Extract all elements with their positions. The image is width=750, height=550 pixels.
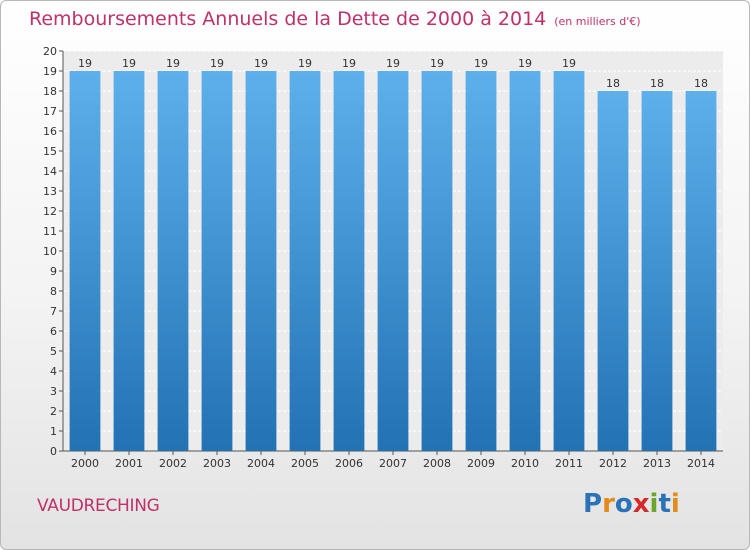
bar-2001 [113, 71, 145, 451]
y-tick-label: 13 [43, 185, 57, 198]
logo-letter: x [632, 489, 650, 519]
bar-2011 [553, 71, 585, 451]
bar-2010 [509, 71, 541, 451]
bar-value-label: 19 [474, 57, 488, 70]
chart-subtitle: (en milliers d'€) [554, 15, 641, 28]
y-tick-label: 5 [50, 345, 57, 358]
bar-2007 [377, 71, 409, 451]
y-tick-label: 19 [43, 65, 57, 78]
bar-value-label: 19 [78, 57, 92, 70]
bar-value-label: 19 [298, 57, 312, 70]
bar-2009 [465, 71, 497, 451]
x-tick-label: 2010 [511, 457, 539, 470]
y-tick-label: 10 [43, 245, 57, 258]
x-tick-label: 2006 [335, 457, 363, 470]
bar-2013 [641, 91, 673, 451]
commune-name: VAUDRECHING [37, 496, 160, 516]
x-tick-label: 2000 [71, 457, 99, 470]
x-tick-label: 2001 [115, 457, 143, 470]
bar-value-label: 19 [562, 57, 576, 70]
y-tick-label: 6 [50, 325, 57, 338]
bar-2006 [333, 71, 365, 451]
y-tick-label: 0 [50, 445, 57, 458]
y-tick-label: 7 [50, 305, 57, 318]
logo-letter: r [602, 489, 615, 519]
proxiti-logo: Proxiti [583, 489, 680, 519]
logo-letter: o [614, 489, 633, 519]
chart-title: Remboursements Annuels de la Dette de 20… [29, 8, 641, 30]
x-tick-label: 2011 [555, 457, 583, 470]
y-tick-label: 16 [43, 125, 57, 138]
y-tick-label: 1 [50, 425, 57, 438]
bar-2005 [289, 71, 321, 451]
logo-letter: i [649, 489, 659, 519]
bar-2012 [597, 91, 629, 451]
x-tick-label: 2008 [423, 457, 451, 470]
x-tick-label: 2014 [687, 457, 715, 470]
y-tick-label: 14 [43, 165, 57, 178]
x-tick-label: 2012 [599, 457, 627, 470]
chart-title-text: Remboursements Annuels de la Dette de 20… [29, 8, 547, 30]
y-tick-label: 3 [50, 385, 57, 398]
bar-value-label: 19 [342, 57, 356, 70]
y-tick-label: 2 [50, 405, 57, 418]
x-tick-label: 2009 [467, 457, 495, 470]
bar-value-label: 18 [606, 77, 620, 90]
bar-value-label: 19 [122, 57, 136, 70]
bar-value-label: 19 [518, 57, 532, 70]
bar-2000 [69, 71, 101, 451]
bar-value-label: 19 [430, 57, 444, 70]
bar-value-label: 19 [254, 57, 268, 70]
y-tick-label: 11 [43, 225, 57, 238]
bar-2002 [157, 71, 189, 451]
logo-letter: P [583, 489, 603, 519]
logo-letter: t [658, 489, 671, 519]
x-tick-label: 2005 [291, 457, 319, 470]
bar-value-label: 19 [210, 57, 224, 70]
x-tick-label: 2002 [159, 457, 187, 470]
y-tick-label: 12 [43, 205, 57, 218]
x-tick-label: 2004 [247, 457, 275, 470]
x-tick-label: 2013 [643, 457, 671, 470]
y-tick-label: 20 [43, 45, 57, 58]
x-tick-label: 2007 [379, 457, 407, 470]
logo-letter: i [670, 489, 680, 519]
bar-2014 [685, 91, 717, 451]
y-tick-label: 4 [50, 365, 57, 378]
bar-2008 [421, 71, 453, 451]
bar-value-label: 19 [166, 57, 180, 70]
bar-2004 [245, 71, 277, 451]
y-tick-label: 9 [50, 265, 57, 278]
bar-value-label: 18 [694, 77, 708, 90]
y-tick-label: 18 [43, 85, 57, 98]
y-tick-label: 8 [50, 285, 57, 298]
x-tick-label: 2003 [203, 457, 231, 470]
y-tick-label: 17 [43, 105, 57, 118]
bar-2003 [201, 71, 233, 451]
y-tick-label: 15 [43, 145, 57, 158]
bar-value-label: 19 [386, 57, 400, 70]
bar-value-label: 18 [650, 77, 664, 90]
